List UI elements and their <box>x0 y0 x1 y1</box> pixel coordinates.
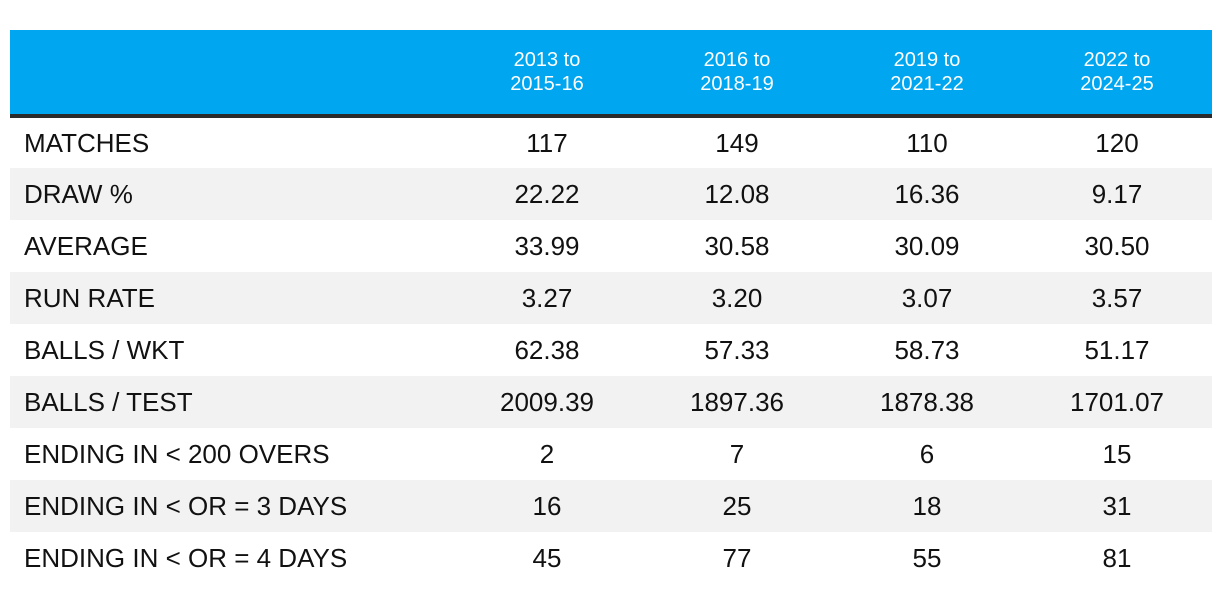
data-cell: 58.73 <box>894 334 960 365</box>
data-cell: 1897.36 <box>690 386 784 417</box>
data-cell: 16 <box>532 490 562 521</box>
row-label: MATCHES <box>24 127 150 158</box>
data-cell: 22.22 <box>514 178 580 209</box>
table-row: MATCHES 117 149 110 120 <box>10 116 1212 168</box>
row-label: ENDING IN < OR = 4 DAYS <box>24 542 348 573</box>
column-header-line1: 2022 to <box>1083 49 1151 71</box>
data-cell: 7 <box>729 438 745 469</box>
stats-table-container: 2013 to 2015-16 2016 to 2018-19 2019 to … <box>10 30 1212 584</box>
data-cell: 9.17 <box>1091 178 1143 209</box>
data-cell: 57.33 <box>704 334 770 365</box>
table-row: BALLS / TEST 2009.39 1897.36 1878.38 170… <box>10 376 1212 428</box>
column-header: 2019 to 2021-22 <box>832 30 1022 118</box>
data-cell: 30.09 <box>894 230 960 261</box>
row-label: BALLS / WKT <box>24 334 185 365</box>
column-header-line1: 2013 to <box>513 49 581 71</box>
data-cell: 55 <box>912 542 942 573</box>
table-row: RUN RATE 3.27 3.20 3.07 3.57 <box>10 272 1212 324</box>
data-cell: 62.38 <box>514 334 580 365</box>
row-label: DRAW % <box>24 178 133 209</box>
data-cell: 12.08 <box>704 178 770 209</box>
table-row: BALLS / WKT 62.38 57.33 58.73 51.17 <box>10 324 1212 376</box>
data-cell: 1878.38 <box>880 386 974 417</box>
data-cell: 33.99 <box>514 230 580 261</box>
data-cell: 30.50 <box>1084 230 1150 261</box>
data-cell: 120 <box>1095 127 1139 158</box>
data-cell: 51.17 <box>1084 334 1150 365</box>
data-cell: 3.57 <box>1091 282 1143 313</box>
table-row: DRAW % 22.22 12.08 16.36 9.17 <box>10 168 1212 220</box>
header-row: 2013 to 2015-16 2016 to 2018-19 2019 to … <box>10 30 1212 118</box>
data-cell: 25 <box>722 490 752 521</box>
data-cell: 2 <box>539 438 555 469</box>
row-label: RUN RATE <box>24 282 155 313</box>
column-header-line2: 2018-19 <box>700 73 774 95</box>
row-label: ENDING IN < OR = 3 DAYS <box>24 490 348 521</box>
data-cell: 6 <box>919 438 935 469</box>
table-body: MATCHES 117 149 110 120 DRAW % 22.22 12.… <box>10 116 1212 584</box>
data-cell: 149 <box>715 127 759 158</box>
table-row: ENDING IN < OR = 4 DAYS 45 77 55 81 <box>10 532 1212 584</box>
data-cell: 45 <box>532 542 562 573</box>
data-cell: 117 <box>526 127 568 158</box>
data-cell: 77 <box>722 542 752 573</box>
data-cell: 18 <box>912 490 942 521</box>
column-header-line1: 2019 to <box>893 49 961 71</box>
column-header: 2013 to 2015-16 <box>452 30 642 118</box>
column-header-line2: 2024-25 <box>1080 73 1154 95</box>
data-cell: 3.27 <box>521 282 573 313</box>
table-row: AVERAGE 33.99 30.58 30.09 30.50 <box>10 220 1212 272</box>
data-cell: 31 <box>1102 490 1132 521</box>
column-header-line2: 2015-16 <box>510 73 584 95</box>
data-cell: 81 <box>1102 542 1132 573</box>
data-cell: 110 <box>906 127 948 158</box>
data-cell: 2009.39 <box>500 386 594 417</box>
row-label: AVERAGE <box>24 230 148 261</box>
data-cell: 1701.07 <box>1070 386 1164 417</box>
data-cell: 16.36 <box>894 178 960 209</box>
table-header: 2013 to 2015-16 2016 to 2018-19 2019 to … <box>10 30 1212 118</box>
column-header-line1: 2016 to <box>703 49 771 71</box>
data-cell: 30.58 <box>704 230 770 261</box>
data-cell: 3.07 <box>901 282 953 313</box>
row-label: BALLS / TEST <box>24 386 193 417</box>
column-header: 2022 to 2024-25 <box>1022 30 1212 118</box>
data-cell: 15 <box>1102 438 1132 469</box>
column-header: 2016 to 2018-19 <box>642 30 832 118</box>
table-row: ENDING IN < OR = 3 DAYS 16 25 18 31 <box>10 480 1212 532</box>
row-label: ENDING IN < 200 OVERS <box>24 438 330 469</box>
stats-table: 2013 to 2015-16 2016 to 2018-19 2019 to … <box>10 30 1212 584</box>
table-row: ENDING IN < 200 OVERS 2 7 6 15 <box>10 428 1212 480</box>
header-corner-cell <box>10 30 452 118</box>
data-cell: 3.20 <box>711 282 763 313</box>
column-header-line2: 2021-22 <box>890 73 964 95</box>
